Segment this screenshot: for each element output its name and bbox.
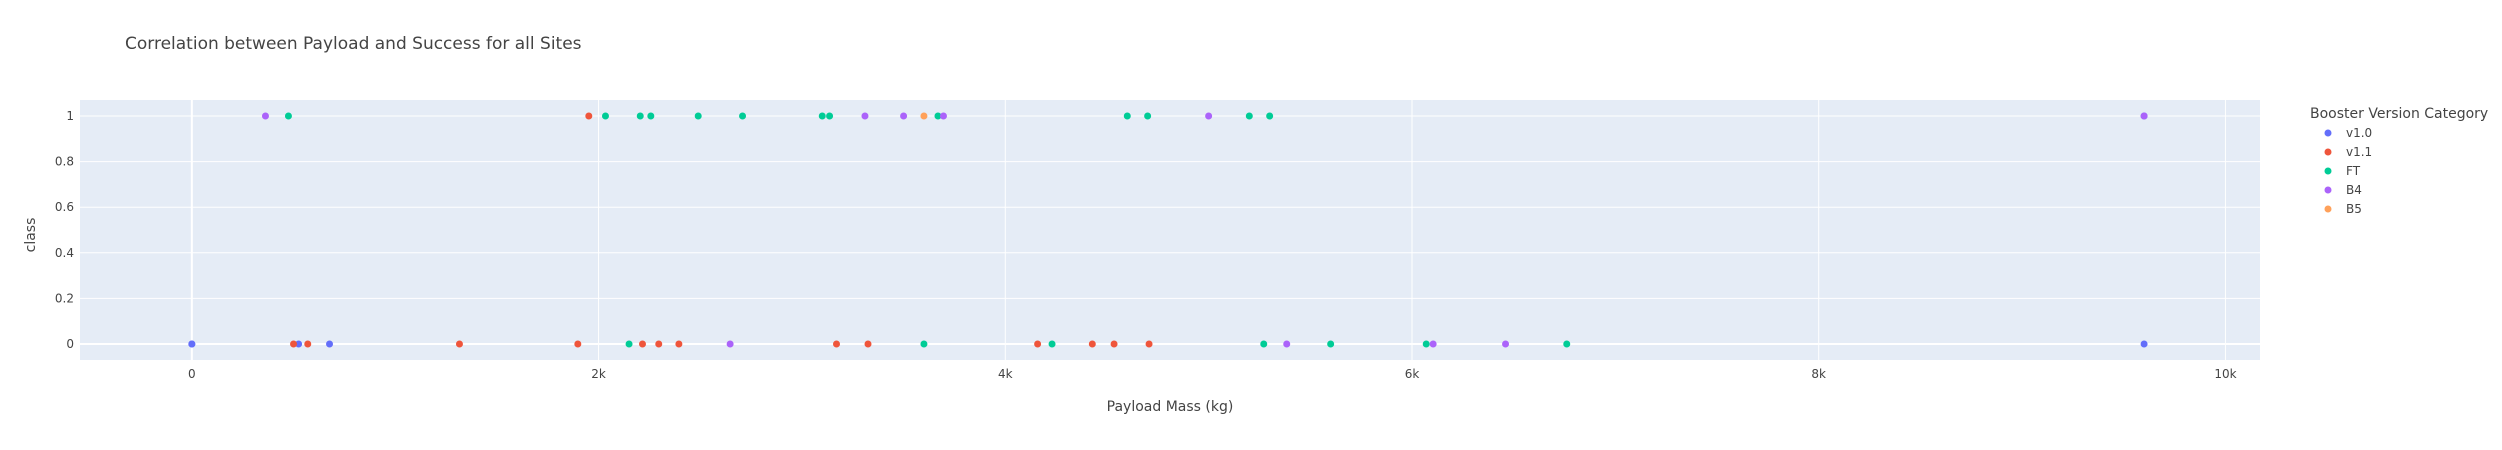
data-point[interactable] — [920, 112, 927, 119]
y-tick-label: 0.8 — [55, 155, 74, 169]
legend-label: B5 — [2346, 202, 2362, 216]
data-point[interactable] — [2141, 341, 2148, 348]
data-point[interactable] — [675, 341, 682, 348]
data-point[interactable] — [1034, 341, 1041, 348]
series-B5 — [920, 112, 927, 119]
data-point[interactable] — [647, 112, 654, 119]
legend-item-v1.0[interactable]: v1.0 — [2325, 126, 2373, 140]
data-point[interactable] — [1111, 341, 1118, 348]
data-point[interactable] — [1283, 341, 1290, 348]
x-tick-label: 10k — [2214, 367, 2236, 381]
legend-marker — [2325, 130, 2332, 137]
legend-title: Booster Version Category — [2310, 106, 2488, 122]
data-point[interactable] — [861, 112, 868, 119]
data-point[interactable] — [626, 341, 633, 348]
data-point[interactable] — [1089, 341, 1096, 348]
data-point[interactable] — [585, 112, 592, 119]
data-point[interactable] — [290, 341, 297, 348]
data-point[interactable] — [2141, 112, 2148, 119]
x-tick-label: 2k — [591, 367, 606, 381]
legend-label: B4 — [2346, 183, 2362, 197]
y-tick-label: 0 — [66, 337, 74, 351]
legend-item-v1.1[interactable]: v1.1 — [2325, 145, 2373, 159]
data-point[interactable] — [326, 341, 333, 348]
data-point[interactable] — [1430, 341, 1437, 348]
data-point[interactable] — [739, 112, 746, 119]
data-point[interactable] — [188, 341, 195, 348]
x-tick-label: 0 — [188, 367, 196, 381]
y-tick-label: 1 — [66, 109, 74, 123]
y-tick-label: 0.6 — [55, 200, 74, 214]
data-point[interactable] — [1146, 341, 1153, 348]
legend-marker — [2325, 149, 2332, 156]
legend-marker — [2325, 206, 2332, 213]
data-point[interactable] — [1246, 112, 1253, 119]
legend-label: FT — [2346, 164, 2361, 178]
data-point[interactable] — [1124, 112, 1131, 119]
y-tick-label: 0.4 — [55, 246, 74, 260]
data-point[interactable] — [602, 112, 609, 119]
data-point[interactable] — [285, 112, 292, 119]
data-point[interactable] — [1260, 341, 1267, 348]
x-tick-label: 8k — [1811, 367, 1826, 381]
legend-marker — [2325, 187, 2332, 194]
legend-label: v1.0 — [2346, 126, 2372, 140]
data-point[interactable] — [1144, 112, 1151, 119]
x-tick-label: 6k — [1405, 367, 1420, 381]
data-point[interactable] — [304, 341, 311, 348]
plot-background — [80, 100, 2260, 360]
data-point[interactable] — [1563, 341, 1570, 348]
data-point[interactable] — [1502, 341, 1509, 348]
data-point[interactable] — [1423, 341, 1430, 348]
legend-label: v1.1 — [2346, 145, 2372, 159]
data-point[interactable] — [920, 341, 927, 348]
y-tick-labels: 0 0.2 0.4 0.6 0.8 1 — [55, 109, 74, 351]
legend[interactable]: Booster Version Category v1.0 v1.1 FT B4 B5 — [2310, 106, 2488, 216]
data-point[interactable] — [1266, 112, 1273, 119]
x-tick-labels: 0 2k 4k 6k 8k 10k — [188, 367, 2237, 381]
data-point[interactable] — [865, 341, 872, 348]
data-point[interactable] — [940, 112, 947, 119]
legend-marker — [2325, 168, 2332, 175]
legend-item-B4[interactable]: B4 — [2325, 183, 2362, 197]
data-point[interactable] — [655, 341, 662, 348]
data-point[interactable] — [1049, 341, 1056, 348]
y-axis-title: class — [23, 218, 39, 253]
data-point[interactable] — [1327, 341, 1334, 348]
data-point[interactable] — [1205, 112, 1212, 119]
x-axis-title: Payload Mass (kg) — [1107, 399, 1234, 415]
x-tick-label: 4k — [998, 367, 1013, 381]
data-point[interactable] — [900, 112, 907, 119]
data-point[interactable] — [262, 112, 269, 119]
legend-item-FT[interactable]: FT — [2325, 164, 2361, 178]
data-point[interactable] — [826, 112, 833, 119]
data-point[interactable] — [819, 112, 826, 119]
data-point[interactable] — [833, 341, 840, 348]
data-point[interactable] — [637, 112, 644, 119]
y-tick-label: 0.2 — [55, 291, 74, 305]
data-point[interactable] — [639, 341, 646, 348]
data-point[interactable] — [574, 341, 581, 348]
data-point[interactable] — [727, 341, 734, 348]
chart-title: Correlation between Payload and Success … — [125, 34, 582, 54]
data-point[interactable] — [695, 112, 702, 119]
legend-item-B5[interactable]: B5 — [2325, 202, 2362, 216]
data-point[interactable] — [456, 341, 463, 348]
